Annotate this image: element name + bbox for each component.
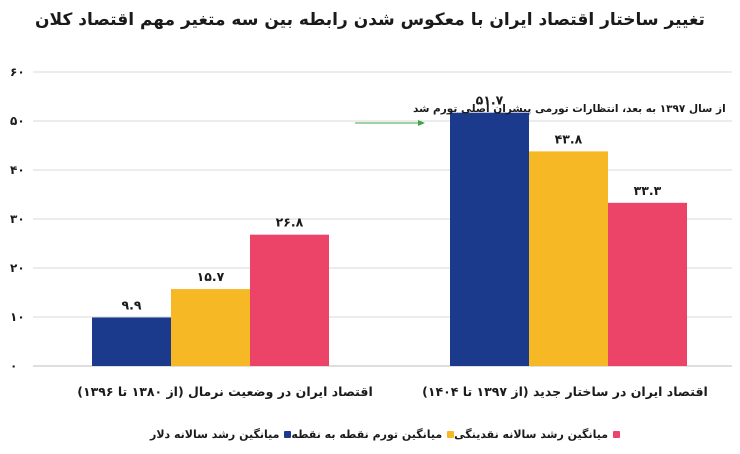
legend-swatch-inflation: [447, 431, 455, 438]
y-tick-label: ۱۰: [10, 310, 25, 324]
category-label-new: اقتصاد ایران در ساختار جدید (از ۱۳۹۷ تا …: [422, 384, 708, 399]
chart-title: تغییر ساختار اقتصاد ایران با معکوس شدن ر…: [35, 10, 705, 30]
bar: [608, 202, 687, 366]
legend-label-dollar: میانگین رشد سالانه دلار: [149, 428, 280, 441]
bar-value-label: ۲۶.۸: [276, 215, 304, 230]
bar: [92, 317, 171, 366]
annotation-text: از سال ۱۳۹۷ به بعد، انتظارات تورمی پیشرا…: [413, 103, 726, 115]
y-tick-label: ۳۰: [10, 212, 25, 226]
bar-value-label: ۳۳.۳: [634, 183, 662, 198]
legend: میانگین رشد سالانه دلار میانگین تورم نقط…: [150, 428, 620, 441]
y-tick-label: ۵۰: [10, 114, 25, 128]
annotation-arrow-head: [418, 120, 425, 126]
y-tick-label: ۲۰: [10, 261, 25, 275]
bar: [529, 151, 608, 366]
legend-label-liquidity: میانگین رشد سالانه نقدینگی: [454, 428, 608, 441]
y-tick-label: ۰: [10, 359, 17, 373]
bar-value-label: ۴۳.۸: [555, 131, 583, 146]
y-tick-label: ۴۰: [10, 163, 25, 177]
bar: [450, 112, 529, 366]
y-tick-label: ۶۰: [10, 65, 25, 79]
data-labels: ۹.۹ ۵۱.۷ ۱۵.۷ ۴۳.۸ ۲۶.۸ ۳۳.۳: [121, 93, 661, 313]
bars-layer: [92, 112, 687, 366]
bar-value-label: ۱۵.۷: [197, 269, 225, 284]
annotation: از سال ۱۳۹۷ به بعد، انتظارات تورمی پیشرا…: [355, 103, 726, 126]
bar-value-label: ۵۱.۷: [476, 93, 504, 108]
bar-value-label: ۹.۹: [121, 297, 141, 312]
legend-swatch-dollar: [284, 431, 292, 438]
bar: [171, 289, 250, 366]
legend-swatch-liquidity: [613, 431, 620, 438]
legend-label-inflation: میانگین تورم نقطه به نقطه: [291, 428, 443, 441]
legend-item-dollar: میانگین رشد سالانه دلار: [149, 428, 292, 441]
bar: [250, 234, 329, 366]
legend-item-liquidity: میانگین رشد سالانه نقدینگی: [454, 428, 620, 441]
legend-item-inflation: میانگین تورم نقطه به نقطه: [291, 428, 455, 441]
y-axis: ۰ ۱۰ ۲۰ ۳۰ ۴۰ ۵۰ ۶۰: [10, 65, 25, 373]
category-label-normal: اقتصاد ایران در وضعیت نرمال (از ۱۳۸۰ تا …: [77, 384, 373, 399]
